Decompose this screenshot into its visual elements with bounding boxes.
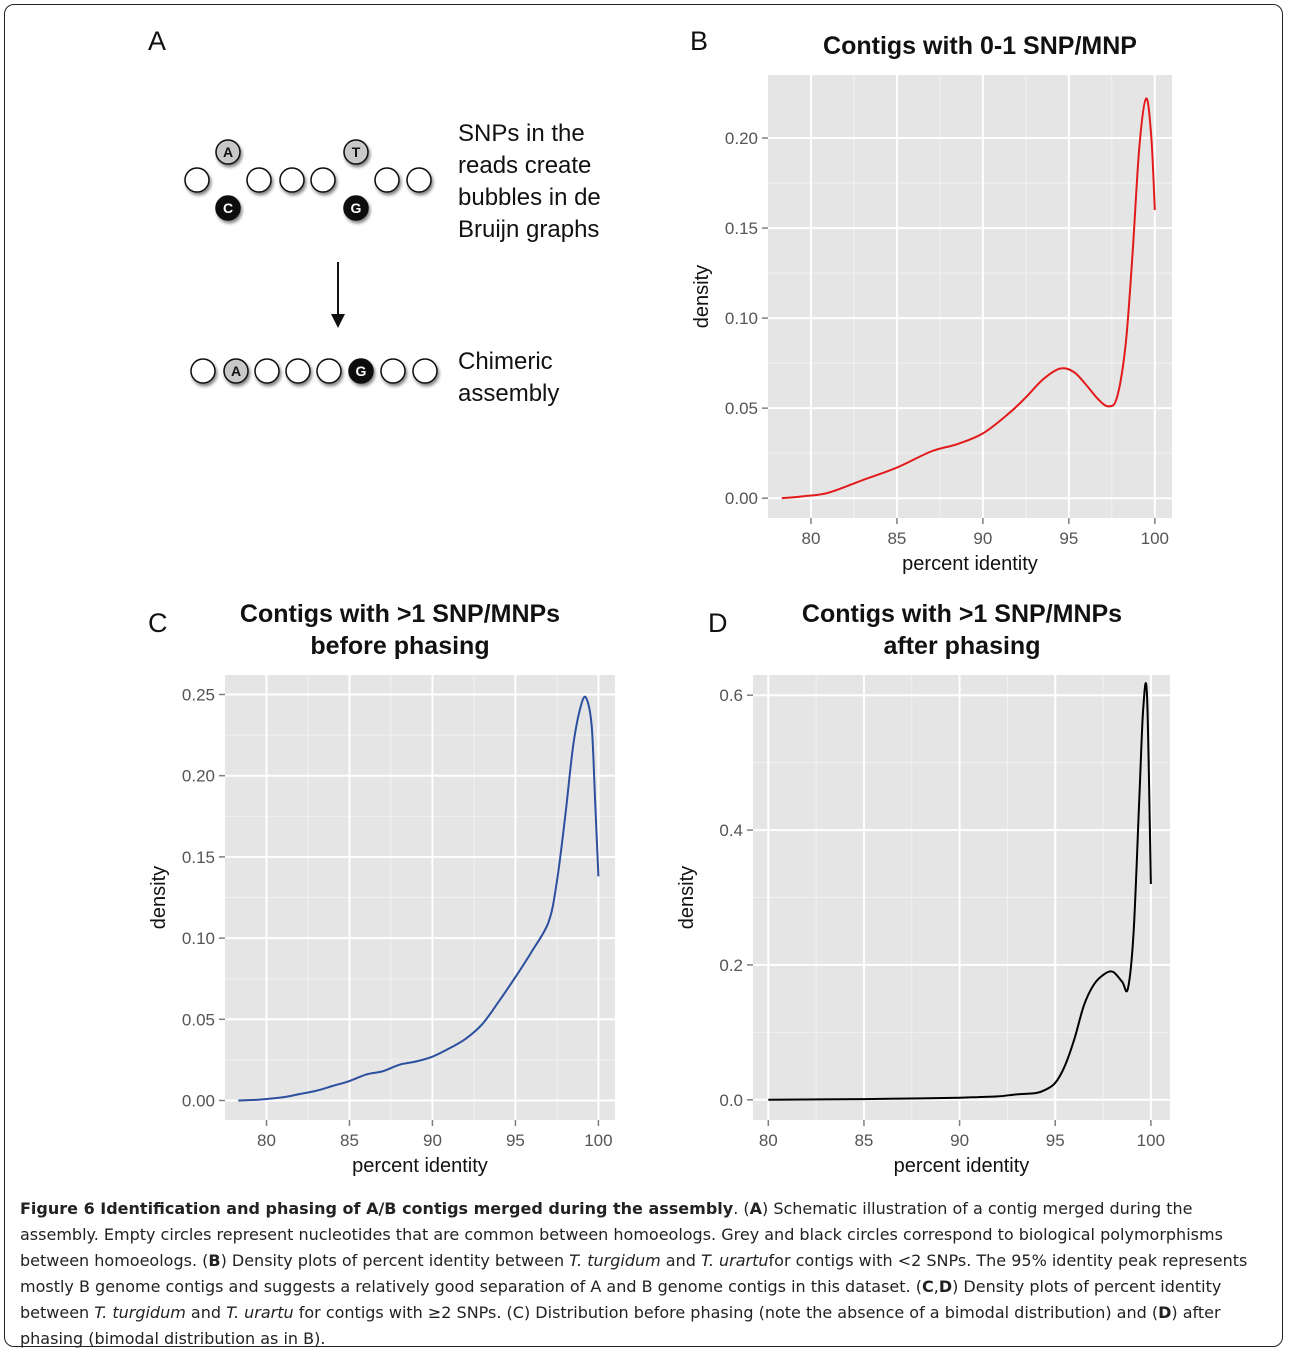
nucleotide-circle	[374, 167, 400, 193]
panel-letter-a: A	[148, 26, 167, 56]
chimeric-explanation: Chimeric assembly	[458, 346, 559, 410]
caption-fragment: for contigs with ≥2 SNPs. (C) Distributi…	[293, 1303, 1159, 1322]
caption-fragment: T. urartu	[226, 1303, 294, 1322]
caption-fragment: . (	[733, 1199, 750, 1218]
allele-label: A	[223, 144, 233, 160]
caption-label: Figure 6 Identification and phasing of A…	[20, 1199, 734, 1218]
caption-fragment: and	[185, 1303, 227, 1322]
chart-title-d-line: Contigs with >1 SNP/MNPs	[801, 600, 1123, 628]
nucleotide-circle	[285, 358, 311, 384]
chart-title-c: Contigs with >1 SNP/MNPs before phasing	[170, 598, 630, 662]
bubble-graph: A T C G	[184, 139, 432, 221]
caption-fragment: ) Schematic illustration of a contig mer…	[20, 1199, 1223, 1270]
allele-label: G	[356, 363, 367, 379]
allele-label: A	[231, 363, 241, 379]
chimeric-text-line: Chimeric	[458, 348, 553, 375]
bubble-text-line: Bruijn graphs	[458, 216, 600, 243]
caption-fragment: for contigs with <2 SNPs. The 95% identi…	[20, 1251, 1248, 1296]
nucleotide-circle	[310, 167, 336, 193]
caption-fragment: ) after phasing (bimodal distribution as…	[20, 1303, 1221, 1348]
chart-title-c-line: before phasing	[310, 632, 490, 660]
allele-label: C	[223, 200, 233, 216]
caption-fragment: D	[1158, 1303, 1172, 1322]
panel-letter-c: C	[148, 608, 168, 638]
nucleotide-circle	[184, 167, 210, 193]
caption-fragment: B	[208, 1251, 221, 1270]
figure-frame	[4, 4, 1283, 1347]
chart-title-b: Contigs with 0-1 SNP/MNP	[823, 32, 1137, 60]
figure-caption: Figure 6 Identification and phasing of A…	[20, 1196, 1270, 1352]
snp-circle	[223, 358, 249, 384]
bubble-text-line: SNPs in the	[458, 120, 585, 147]
caption-fragment: ) Density plots of percent identity betw…	[20, 1277, 1222, 1322]
caption-fragment: and	[660, 1251, 701, 1270]
snp-circle	[215, 139, 241, 165]
chimeric-text-line: assembly	[458, 380, 560, 407]
allele-label: G	[351, 200, 362, 216]
nucleotide-circle	[190, 358, 216, 384]
arrow-head	[331, 314, 345, 328]
panel-letter-d: D	[708, 608, 728, 638]
caption-fragment: T. turgidum	[569, 1251, 661, 1270]
nucleotide-circle	[279, 167, 305, 193]
caption-fragment: A	[749, 1199, 762, 1218]
bubble-text-line: reads create	[458, 152, 592, 179]
caption-fragment: T. urartu	[700, 1251, 769, 1270]
caption-fragment: D	[938, 1277, 953, 1296]
snp-circle	[215, 195, 241, 221]
nucleotide-circle	[316, 358, 342, 384]
caption-fragment: ) Density plots of percent identity betw…	[220, 1251, 570, 1270]
nucleotide-circle	[380, 358, 406, 384]
nucleotide-circle	[246, 167, 272, 193]
allele-label: T	[352, 144, 361, 160]
bubble-explanation: SNPs in the reads create bubbles in de B…	[458, 118, 601, 246]
chart-title-c-line: Contigs with >1 SNP/MNPs	[239, 600, 561, 628]
nucleotide-circle	[254, 358, 280, 384]
caption-fragment: ,	[933, 1277, 939, 1296]
caption-fragment: T. turgidum	[94, 1303, 186, 1322]
caption-body: . (A) Schematic illustration of a contig…	[20, 1199, 1247, 1348]
chart-title-d: Contigs with >1 SNP/MNPs after phasing	[732, 598, 1192, 662]
chart-title-d-line: after phasing	[883, 632, 1041, 660]
panel-letter-b: B	[690, 26, 709, 56]
caption-fragment: C	[921, 1277, 934, 1296]
nucleotide-circle	[406, 167, 432, 193]
snp-circle	[343, 139, 369, 165]
bubble-text-line: bubbles in de	[458, 184, 601, 211]
snp-circle	[343, 195, 369, 221]
snp-circle	[348, 358, 374, 384]
nucleotide-circle	[412, 358, 438, 384]
